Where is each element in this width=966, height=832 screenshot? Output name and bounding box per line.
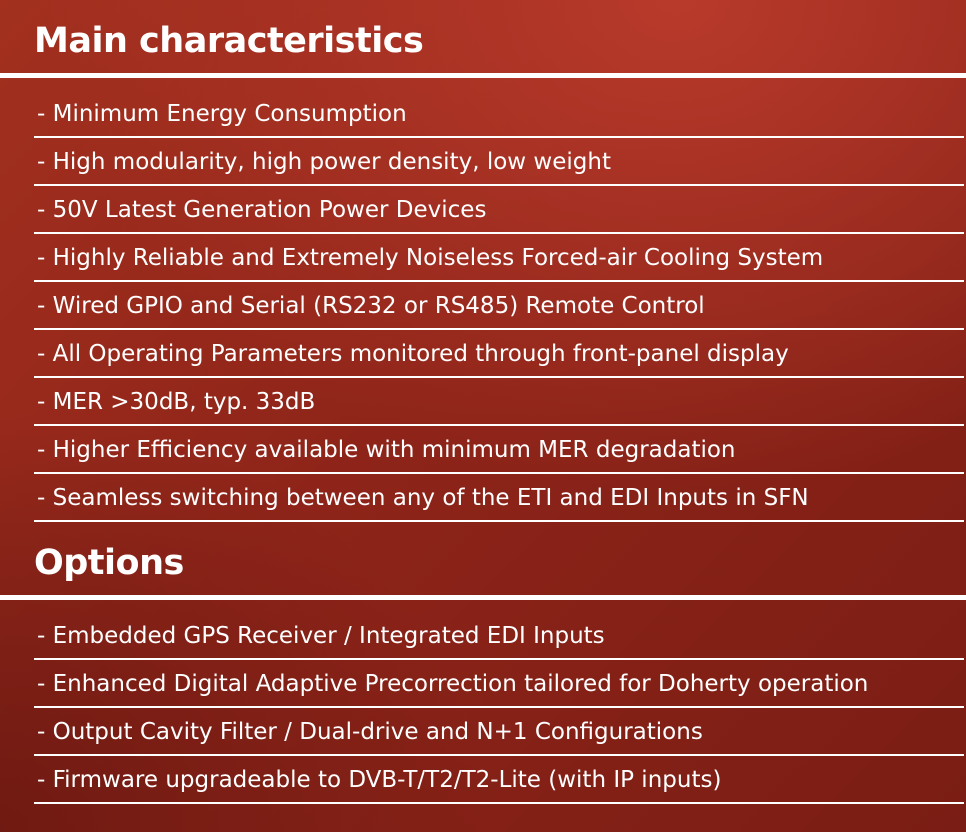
- options-heading: Options: [34, 543, 184, 583]
- list-item-text: - Minimum Energy Consumption: [37, 101, 407, 127]
- list-item-text: - Seamless switching between any of the …: [37, 485, 809, 511]
- list-item: - Highly Reliable and Extremely Noiseles…: [34, 234, 964, 282]
- list-item-text: - All Operating Parameters monitored thr…: [37, 341, 789, 367]
- list-item-text: - MER >30dB, typ. 33dB: [37, 389, 316, 415]
- list-item-text: - Wired GPIO and Serial (RS232 or RS485)…: [37, 293, 705, 319]
- main-characteristics-list: - Minimum Energy Consumption - High modu…: [34, 90, 964, 522]
- list-item: - Enhanced Digital Adaptive Precorrectio…: [34, 660, 964, 708]
- list-item: - Higher Efficiency available with minim…: [34, 426, 964, 474]
- list-item: - MER >30dB, typ. 33dB: [34, 378, 964, 426]
- main-characteristics-rule: [0, 73, 966, 78]
- list-item: - Minimum Energy Consumption: [34, 90, 964, 138]
- list-item: - Wired GPIO and Serial (RS232 or RS485)…: [34, 282, 964, 330]
- list-item-text: - Higher Efficiency available with minim…: [37, 437, 736, 463]
- list-item: - Seamless switching between any of the …: [34, 474, 964, 522]
- list-item: - High modularity, high power density, l…: [34, 138, 964, 186]
- options-list: - Embedded GPS Receiver / Integrated EDI…: [34, 612, 964, 804]
- list-item: - 50V Latest Generation Power Devices: [34, 186, 964, 234]
- list-item: - Embedded GPS Receiver / Integrated EDI…: [34, 612, 964, 660]
- list-item-text: - Output Cavity Filter / Dual-drive and …: [37, 719, 703, 745]
- list-item-text: - Highly Reliable and Extremely Noiseles…: [37, 245, 824, 271]
- list-item: - Output Cavity Filter / Dual-drive and …: [34, 708, 964, 756]
- list-item: - All Operating Parameters monitored thr…: [34, 330, 964, 378]
- main-characteristics-heading: Main characteristics: [34, 21, 424, 61]
- list-item-text: - 50V Latest Generation Power Devices: [37, 197, 487, 223]
- list-item-text: - Firmware upgradeable to DVB-T/T2/T2-Li…: [37, 767, 722, 793]
- list-item-text: - High modularity, high power density, l…: [37, 149, 611, 175]
- list-item-text: - Embedded GPS Receiver / Integrated EDI…: [37, 623, 605, 649]
- list-item: - Firmware upgradeable to DVB-T/T2/T2-Li…: [34, 756, 964, 804]
- list-item-text: - Enhanced Digital Adaptive Precorrectio…: [37, 671, 869, 697]
- options-rule: [0, 595, 966, 600]
